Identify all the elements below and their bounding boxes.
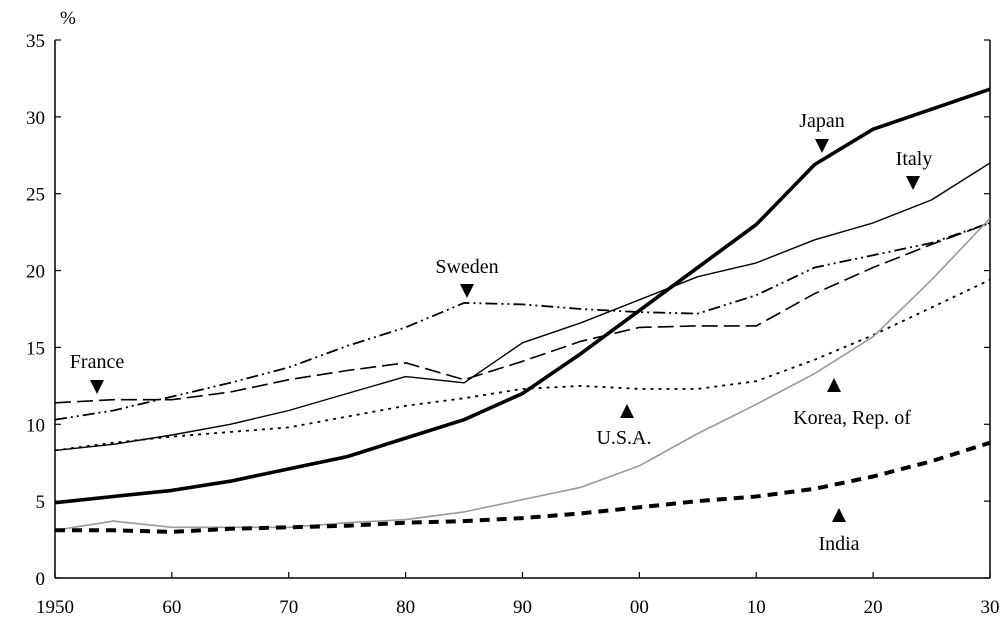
y-tick-label: 0 bbox=[36, 569, 46, 590]
annotation-layer: Japan Italy Sweden France U.S.A. Korea, Rep. … bbox=[70, 110, 933, 555]
y-tick-label: 10 bbox=[26, 415, 45, 436]
annotation-marker-france bbox=[90, 380, 104, 394]
annotation-label-sweden: Sweden bbox=[435, 256, 498, 278]
series-line-japan bbox=[54, 87, 991, 505]
annotation-marker-korea-rep-of bbox=[827, 378, 841, 392]
axes: 0 5 10 15 20 25 30 35% 1950 60 70 80 90 00 10 20 30 bbox=[26, 8, 1000, 618]
annotation-marker-sweden bbox=[460, 284, 474, 298]
x-tick-label: 1950 bbox=[36, 597, 74, 618]
annotation-label-japan: Japan bbox=[799, 110, 845, 132]
x-tick-label: 90 bbox=[513, 597, 532, 618]
x-tick-label: 20 bbox=[864, 597, 883, 618]
x-tick-label: 70 bbox=[279, 597, 298, 618]
annotation-marker-italy bbox=[906, 176, 920, 190]
annotation-marker-u-s-a bbox=[620, 404, 634, 418]
series-line-italy bbox=[54, 162, 991, 452]
x-tick-label: 10 bbox=[747, 597, 766, 618]
series-line-sweden bbox=[54, 222, 991, 421]
series-layer bbox=[54, 87, 991, 534]
y-tick-label: 35 bbox=[26, 31, 45, 52]
annotation-label-france: France bbox=[70, 351, 125, 373]
y-tick-label: 30 bbox=[26, 108, 45, 129]
x-tick-label: 80 bbox=[396, 597, 415, 618]
y-axis-unit-label: % bbox=[60, 8, 76, 29]
x-tick-label: 00 bbox=[630, 597, 649, 618]
annotation-label-italy: Italy bbox=[896, 148, 933, 170]
series-line-india bbox=[55, 440, 991, 534]
annotation-marker-japan bbox=[815, 139, 829, 153]
annotation-label-india: India bbox=[818, 533, 859, 555]
annotation-label-u-s-a: U.S.A. bbox=[596, 427, 651, 449]
annotation-label-korea-rep-of: Korea, Rep. of bbox=[793, 407, 911, 429]
annotation-marker-india bbox=[832, 508, 846, 522]
x-tick-label: 30 bbox=[981, 597, 1000, 618]
x-tick-label: 60 bbox=[162, 597, 181, 618]
y-tick-label: 5 bbox=[36, 492, 46, 513]
series-line-korea-rep-of bbox=[54, 217, 991, 532]
y-tick-label: 20 bbox=[26, 262, 45, 283]
y-tick-label: 15 bbox=[26, 338, 45, 359]
y-tick-label: 25 bbox=[26, 185, 45, 206]
series-line-france bbox=[54, 222, 991, 404]
